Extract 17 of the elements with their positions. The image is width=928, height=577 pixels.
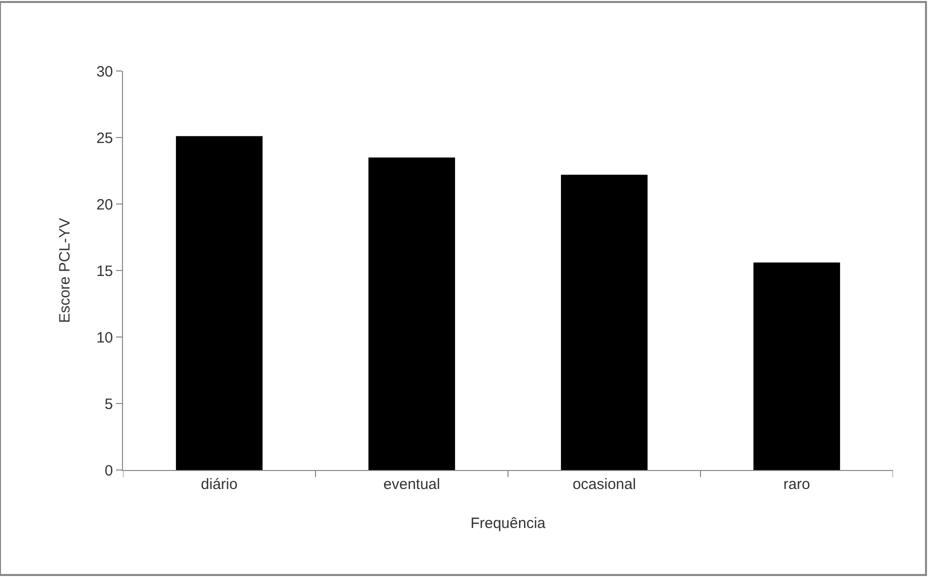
x-tick-label: diário — [200, 476, 238, 493]
y-tick-label: 5 — [104, 396, 113, 413]
bar — [753, 262, 840, 470]
x-tick-label: eventual — [383, 476, 440, 493]
y-tick-label: 30 — [96, 63, 113, 80]
x-tick-label: ocasional — [572, 476, 636, 493]
y-axis-title: Escore PCL-YV — [56, 218, 74, 324]
x-axis-title: Frequência — [470, 515, 546, 532]
y-tick-label: 20 — [96, 196, 113, 214]
x-tick-label: raro — [783, 476, 810, 493]
bar — [560, 174, 648, 470]
y-tick-label: 0 — [104, 462, 113, 480]
bar — [368, 157, 456, 470]
y-tick-label: 25 — [96, 130, 113, 147]
y-tick-label: 15 — [96, 262, 113, 280]
y-tick-label: 10 — [96, 329, 113, 346]
bar — [176, 136, 263, 470]
